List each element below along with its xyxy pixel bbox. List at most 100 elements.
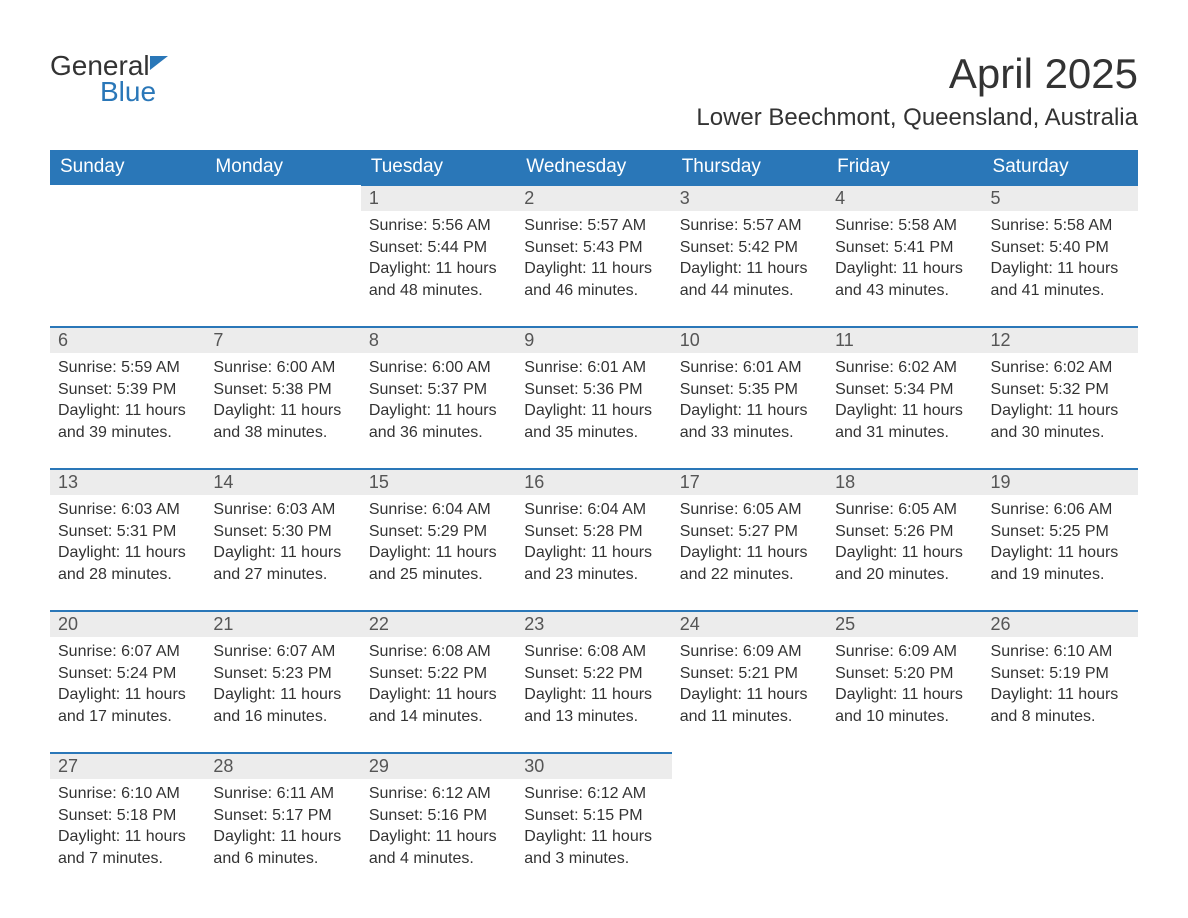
sunset-line: Sunset: 5:22 PM: [524, 663, 663, 685]
sunset-line: Sunset: 5:19 PM: [991, 663, 1130, 685]
daylight-line: Daylight: 11 hours and 11 minutes.: [680, 684, 819, 727]
day-content-cell: Sunrise: 6:03 AMSunset: 5:31 PMDaylight:…: [50, 495, 205, 611]
sunset-line: Sunset: 5:34 PM: [835, 379, 974, 401]
sunset-line: Sunset: 5:31 PM: [58, 521, 197, 543]
sunrise-line: Sunrise: 6:02 AM: [835, 357, 974, 379]
sunrise-line: Sunrise: 6:10 AM: [991, 641, 1130, 663]
day-header: Saturday: [983, 150, 1138, 185]
daylight-line: Daylight: 11 hours and 20 minutes.: [835, 542, 974, 585]
daylight-line: Daylight: 11 hours and 38 minutes.: [213, 400, 352, 443]
sunrise-line: Sunrise: 6:08 AM: [524, 641, 663, 663]
daylight-line: Daylight: 11 hours and 48 minutes.: [369, 258, 508, 301]
sunrise-line: Sunrise: 5:58 AM: [991, 215, 1130, 237]
sunset-line: Sunset: 5:36 PM: [524, 379, 663, 401]
sunset-line: Sunset: 5:39 PM: [58, 379, 197, 401]
daylight-line: Daylight: 11 hours and 43 minutes.: [835, 258, 974, 301]
day-number-cell: 6: [50, 327, 205, 353]
day-number-cell: 26: [983, 611, 1138, 637]
sunset-line: Sunset: 5:40 PM: [991, 237, 1130, 259]
sunset-line: Sunset: 5:20 PM: [835, 663, 974, 685]
day-number-cell: 20: [50, 611, 205, 637]
day-number-cell: 7: [205, 327, 360, 353]
day-content-cell: Sunrise: 6:11 AMSunset: 5:17 PMDaylight:…: [205, 779, 360, 895]
day-number-cell: 18: [827, 469, 982, 495]
sunset-line: Sunset: 5:38 PM: [213, 379, 352, 401]
day-number-cell: 24: [672, 611, 827, 637]
day-header: Thursday: [672, 150, 827, 185]
day-content-cell: Sunrise: 5:59 AMSunset: 5:39 PMDaylight:…: [50, 353, 205, 469]
sunrise-line: Sunrise: 6:03 AM: [58, 499, 197, 521]
sunrise-line: Sunrise: 6:01 AM: [680, 357, 819, 379]
daylight-line: Daylight: 11 hours and 39 minutes.: [58, 400, 197, 443]
day-number-cell: [827, 753, 982, 779]
day-content-cell: Sunrise: 6:02 AMSunset: 5:34 PMDaylight:…: [827, 353, 982, 469]
day-content-cell: Sunrise: 5:58 AMSunset: 5:40 PMDaylight:…: [983, 211, 1138, 327]
daylight-line: Daylight: 11 hours and 41 minutes.: [991, 258, 1130, 301]
sunrise-line: Sunrise: 6:00 AM: [369, 357, 508, 379]
day-number-cell: 4: [827, 185, 982, 211]
day-number-cell: 14: [205, 469, 360, 495]
sunrise-line: Sunrise: 6:12 AM: [524, 783, 663, 805]
sunrise-line: Sunrise: 5:58 AM: [835, 215, 974, 237]
daylight-line: Daylight: 11 hours and 4 minutes.: [369, 826, 508, 869]
sunrise-line: Sunrise: 6:00 AM: [213, 357, 352, 379]
day-content-cell: Sunrise: 5:57 AMSunset: 5:42 PMDaylight:…: [672, 211, 827, 327]
sunset-line: Sunset: 5:24 PM: [58, 663, 197, 685]
day-number-cell: [205, 185, 360, 211]
day-number-cell: 29: [361, 753, 516, 779]
sunrise-line: Sunrise: 6:04 AM: [369, 499, 508, 521]
day-number-cell: 13: [50, 469, 205, 495]
day-content-cell: Sunrise: 6:04 AMSunset: 5:28 PMDaylight:…: [516, 495, 671, 611]
daylight-line: Daylight: 11 hours and 22 minutes.: [680, 542, 819, 585]
sunset-line: Sunset: 5:28 PM: [524, 521, 663, 543]
day-number-cell: 3: [672, 185, 827, 211]
day-header: Tuesday: [361, 150, 516, 185]
day-content-cell: Sunrise: 6:00 AMSunset: 5:37 PMDaylight:…: [361, 353, 516, 469]
day-number-cell: 28: [205, 753, 360, 779]
day-number-cell: 5: [983, 185, 1138, 211]
content-row: Sunrise: 6:10 AMSunset: 5:18 PMDaylight:…: [50, 779, 1138, 895]
daylight-line: Daylight: 11 hours and 44 minutes.: [680, 258, 819, 301]
day-number-cell: 9: [516, 327, 671, 353]
sunset-line: Sunset: 5:23 PM: [213, 663, 352, 685]
daylight-line: Daylight: 11 hours and 16 minutes.: [213, 684, 352, 727]
day-number-cell: 22: [361, 611, 516, 637]
day-number-cell: 17: [672, 469, 827, 495]
brand-logo: General Blue: [50, 50, 168, 108]
sunset-line: Sunset: 5:22 PM: [369, 663, 508, 685]
day-content-cell: Sunrise: 6:09 AMSunset: 5:20 PMDaylight:…: [827, 637, 982, 753]
daylight-line: Daylight: 11 hours and 27 minutes.: [213, 542, 352, 585]
sunrise-line: Sunrise: 6:02 AM: [991, 357, 1130, 379]
sunset-line: Sunset: 5:18 PM: [58, 805, 197, 827]
title-block: April 2025 Lower Beechmont, Queensland, …: [696, 50, 1138, 142]
day-content-cell: Sunrise: 6:10 AMSunset: 5:19 PMDaylight:…: [983, 637, 1138, 753]
daylight-line: Daylight: 11 hours and 33 minutes.: [680, 400, 819, 443]
sunset-line: Sunset: 5:29 PM: [369, 521, 508, 543]
day-number-cell: [983, 753, 1138, 779]
sunrise-line: Sunrise: 6:01 AM: [524, 357, 663, 379]
daynum-row: 13141516171819: [50, 469, 1138, 495]
day-number-cell: 8: [361, 327, 516, 353]
day-content-cell: [983, 779, 1138, 895]
day-content-cell: [205, 211, 360, 327]
sunset-line: Sunset: 5:42 PM: [680, 237, 819, 259]
page-header: General Blue April 2025 Lower Beechmont,…: [50, 50, 1138, 142]
day-content-cell: Sunrise: 6:09 AMSunset: 5:21 PMDaylight:…: [672, 637, 827, 753]
sunset-line: Sunset: 5:27 PM: [680, 521, 819, 543]
day-header: Friday: [827, 150, 982, 185]
content-row: Sunrise: 6:07 AMSunset: 5:24 PM Daylight:…: [50, 637, 1138, 753]
day-content-cell: Sunrise: 6:00 AMSunset: 5:38 PMDaylight:…: [205, 353, 360, 469]
daylight-line: Daylight: 11 hours and 36 minutes.: [369, 400, 508, 443]
day-number-cell: 1: [361, 185, 516, 211]
day-content-cell: Sunrise: 6:07 AMSunset: 5:24 PMDaylight:…: [50, 637, 205, 753]
sunset-line: Sunset: 5:25 PM: [991, 521, 1130, 543]
daylight-line: Daylight: 11 hours and 23 minutes.: [524, 542, 663, 585]
sunrise-line: Sunrise: 6:05 AM: [680, 499, 819, 521]
day-content-cell: Sunrise: 6:10 AMSunset: 5:18 PMDaylight:…: [50, 779, 205, 895]
daylight-line: Daylight: 11 hours and 46 minutes.: [524, 258, 663, 301]
daylight-line: Daylight: 11 hours and 19 minutes.: [991, 542, 1130, 585]
day-content-cell: Sunrise: 6:01 AMSunset: 5:35 PMDaylight:…: [672, 353, 827, 469]
day-content-cell: Sunrise: 6:04 AMSunset: 5:29 PMDaylight:…: [361, 495, 516, 611]
daynum-row: 12345: [50, 185, 1138, 211]
sunrise-line: Sunrise: 6:07 AM: [58, 641, 197, 663]
